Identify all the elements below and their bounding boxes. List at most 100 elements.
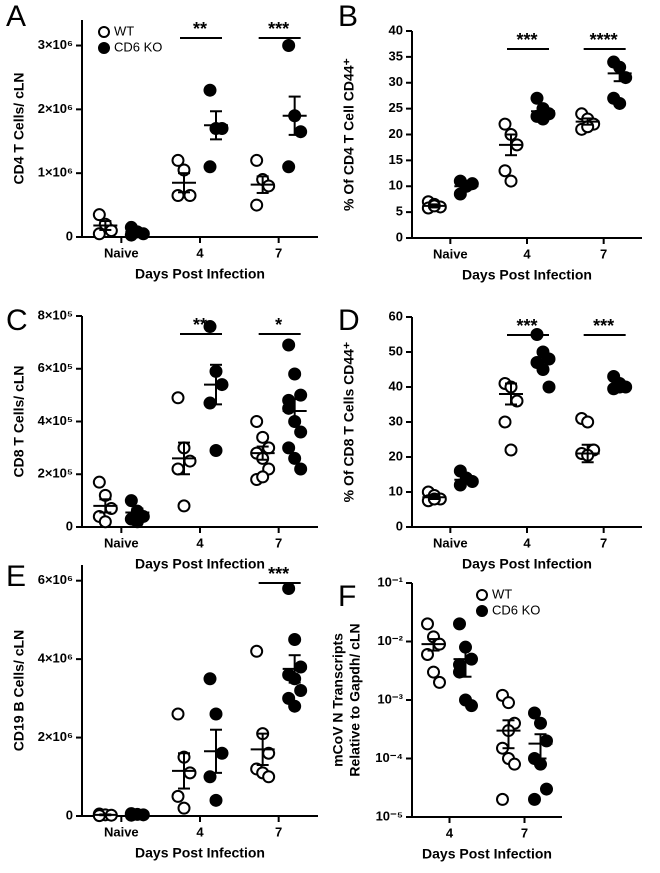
x-tick-label: Naive xyxy=(104,824,139,839)
data-point xyxy=(183,454,197,468)
y-tick-label: 6×10⁶ xyxy=(38,572,73,587)
y-tick-label: 20 xyxy=(389,448,403,463)
significance-stars: ** xyxy=(193,19,207,39)
data-point xyxy=(288,451,302,465)
data-point xyxy=(282,338,296,352)
data-point xyxy=(288,699,302,713)
y-tick-label: 10 xyxy=(389,178,403,193)
data-point xyxy=(203,396,217,410)
data-point xyxy=(177,801,191,815)
data-point xyxy=(209,444,223,458)
data-point xyxy=(282,39,296,53)
y-tick-label: 25 xyxy=(389,100,403,115)
significance-stars: *** xyxy=(268,19,289,39)
data-point xyxy=(294,462,308,476)
data-point xyxy=(177,499,191,513)
data-point xyxy=(250,415,264,428)
y-tick-label: 0 xyxy=(66,807,73,822)
legend-marker xyxy=(476,589,488,601)
x-axis-label: Days Post Infection xyxy=(462,267,592,283)
data-point xyxy=(288,367,302,381)
y-tick-label: 5 xyxy=(396,204,403,219)
y-tick-label: 40 xyxy=(389,22,403,37)
y-tick-label: 30 xyxy=(389,413,403,428)
y-tick-label: 60 xyxy=(389,308,403,323)
data-point xyxy=(294,684,308,697)
data-point xyxy=(183,766,197,780)
data-point xyxy=(256,470,270,484)
data-point xyxy=(282,393,296,407)
panel-letter: F xyxy=(338,580,356,613)
data-point xyxy=(294,425,308,439)
y-tick-label: 10 xyxy=(389,483,403,498)
y-tick-label: 2×10⁶ xyxy=(38,729,73,744)
legend-label: WT xyxy=(114,23,134,38)
y-tick-label: 4×10⁶ xyxy=(38,651,73,666)
data-point xyxy=(504,443,518,457)
legend-label: CD6 KO xyxy=(492,602,540,617)
y-tick-label: 30 xyxy=(389,74,403,89)
y-tick-label: 8×10⁵ xyxy=(38,307,73,322)
y-tick-label: 2×10⁵ xyxy=(38,466,73,481)
data-point xyxy=(421,617,434,631)
data-point xyxy=(256,430,270,444)
y-tick-label: 20 xyxy=(389,126,403,141)
y-tick-label: 0 xyxy=(66,228,73,243)
y-tick-label: 6×10⁵ xyxy=(38,360,73,375)
data-point xyxy=(92,475,106,489)
legend-marker xyxy=(98,42,110,54)
y-tick-label: 10⁻³ xyxy=(377,691,403,706)
y-tick-label: 10⁻¹ xyxy=(377,574,403,589)
data-point xyxy=(498,415,512,429)
significance-stars: ** xyxy=(193,315,207,335)
y-axis-label: % Of CD8 T Cells CD44⁺ xyxy=(341,342,357,503)
data-point xyxy=(528,792,541,806)
x-axis-label: Days Post Infection xyxy=(135,556,265,572)
data-point xyxy=(540,782,553,796)
data-point xyxy=(203,160,217,174)
data-point xyxy=(465,699,478,713)
x-axis-label: Days Post Infection xyxy=(135,845,265,861)
data-point xyxy=(282,160,296,174)
data-point xyxy=(203,320,217,334)
y-axis-label: % Of CD4 T Cell CD44⁺ xyxy=(341,58,357,211)
data-point xyxy=(250,644,264,658)
data-point xyxy=(171,462,185,476)
data-point xyxy=(502,696,515,710)
data-point xyxy=(203,770,217,784)
x-axis-label: Days Post Infection xyxy=(462,556,592,572)
data-point xyxy=(282,441,296,455)
data-point xyxy=(453,478,467,492)
data-point xyxy=(262,441,276,455)
y-tick-label: 3×10⁶ xyxy=(38,37,73,52)
data-point xyxy=(250,153,264,167)
legend-marker xyxy=(476,605,488,617)
data-point xyxy=(542,380,556,394)
legend-label: CD6 KO xyxy=(114,39,162,54)
y-axis-label: CD4 T Cells/ cLN xyxy=(11,72,27,184)
x-tick-label: 4 xyxy=(196,245,204,260)
data-point xyxy=(203,83,217,97)
panel-letter: A xyxy=(6,0,26,33)
y-tick-label: 50 xyxy=(389,343,403,358)
x-tick-label: 4 xyxy=(196,535,204,550)
y-tick-label: 1×10⁶ xyxy=(38,165,73,180)
data-point xyxy=(171,153,185,167)
data-point xyxy=(203,672,217,686)
significance-stars: *** xyxy=(593,316,614,336)
data-point xyxy=(433,675,446,689)
data-point xyxy=(540,734,553,748)
significance-stars: *** xyxy=(516,316,537,336)
data-point xyxy=(498,164,512,178)
data-point xyxy=(508,757,521,771)
data-point xyxy=(534,716,547,730)
data-point xyxy=(250,198,264,212)
y-tick-label: 35 xyxy=(389,48,403,63)
significance-stars: *** xyxy=(516,30,537,50)
y-axis-label: CD19 B Cells/ cLN xyxy=(11,630,27,751)
data-point xyxy=(421,647,434,661)
data-point xyxy=(209,793,223,807)
data-point xyxy=(124,494,138,508)
data-point xyxy=(498,117,512,131)
